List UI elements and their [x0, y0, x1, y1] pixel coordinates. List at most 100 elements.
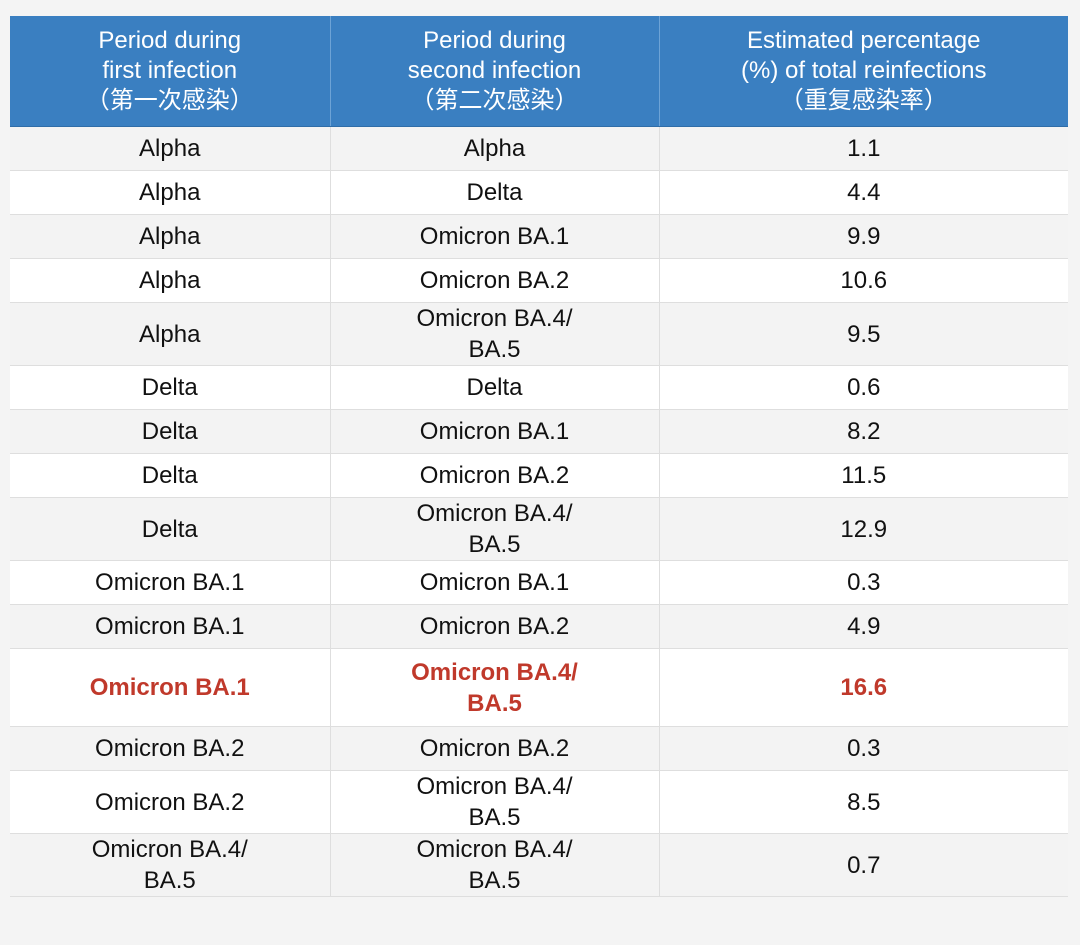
- cell-first-infection: Alpha: [10, 302, 331, 366]
- cell-first-infection: Omicron BA.1: [10, 560, 331, 605]
- table-row: Delta Omicron BA.1 8.2: [10, 409, 1068, 454]
- table-row: Delta Omicron BA.2 11.5: [10, 453, 1068, 498]
- cell-second-infection-text: Omicron BA.1: [419, 569, 570, 596]
- cell-second-infection: Omicron BA.1: [330, 409, 660, 454]
- header-row: Period during first infection （第一次感染） Pe…: [10, 16, 1068, 127]
- cell-first-infection-text: Alpha: [139, 135, 201, 162]
- cell-second-infection-text: Omicron BA.2: [419, 735, 570, 762]
- cell-first-infection: Delta: [10, 497, 331, 561]
- table-body: Alpha Alpha 1.1 Alpha Delta 4.4 Alpha Omicron B…: [10, 126, 1068, 897]
- cell-reinfection-percentage: 0.6: [659, 365, 1068, 410]
- cell-second-infection: Alpha: [330, 126, 660, 171]
- cell-first-infection: Omicron BA.2: [10, 770, 331, 834]
- table-row: Alpha Alpha 1.1: [10, 126, 1068, 171]
- cell-second-infection-text: Omicron BA.4/: [411, 658, 578, 686]
- cell-first-infection-text: Delta: [141, 374, 198, 401]
- cell-first-infection-text: Alpha: [139, 223, 201, 250]
- cell-first-infection-text: BA.5: [143, 867, 196, 894]
- cell-first-infection-text: Omicron BA.2: [95, 788, 245, 816]
- cell-first-infection-text: Alpha: [139, 267, 201, 294]
- cell-second-infection-text: Delta: [466, 179, 523, 206]
- cell-second-infection-text: Omicron BA.1: [419, 418, 570, 445]
- cell-second-infection: Omicron BA.1: [330, 214, 660, 259]
- cell-reinfection-percentage: 12.9: [659, 497, 1068, 561]
- cell-second-infection-text: Omicron BA.1: [419, 223, 570, 250]
- header-first-line-3: （第一次感染）: [85, 87, 254, 114]
- cell-second-infection: Omicron BA.2: [330, 726, 660, 771]
- cell-reinfection-percentage: 16.6: [659, 648, 1068, 727]
- cell-second-infection-text: BA.5: [468, 531, 521, 558]
- header-second-line-2: second infection: [407, 57, 582, 84]
- table-row: Delta Delta 0.6: [10, 365, 1068, 410]
- cell-reinfection-percentage: 0.7: [659, 833, 1068, 897]
- cell-second-infection: Omicron BA.2: [330, 258, 660, 303]
- cell-second-infection-text: Omicron BA.2: [419, 267, 570, 294]
- cell-first-infection-text: Delta: [141, 515, 198, 543]
- cell-second-infection-text: Omicron BA.4/: [416, 836, 573, 863]
- cell-second-infection-text: Omicron BA.4/: [416, 500, 573, 527]
- header-reinfection-percentage: Estimated percentage (%) of total reinfe…: [659, 16, 1068, 127]
- cell-second-infection: Omicron BA.4/BA.5: [330, 833, 660, 897]
- table-row: Alpha Delta 4.4: [10, 170, 1068, 215]
- cell-first-infection: Omicron BA.2: [10, 726, 331, 771]
- header-first-line-2: first infection: [102, 57, 238, 84]
- header-first-line-1: Period during: [98, 27, 242, 54]
- cell-second-infection: Omicron BA.4/BA.5: [330, 648, 660, 727]
- cell-second-infection-text: BA.5: [468, 804, 521, 831]
- cell-reinfection-percentage: 1.1: [659, 126, 1068, 171]
- cell-second-infection: Omicron BA.4/BA.5: [330, 302, 660, 366]
- cell-first-infection-text: Omicron BA.1: [95, 613, 245, 640]
- cell-second-infection-text: Omicron BA.4/: [416, 305, 573, 332]
- cell-first-infection-text: Delta: [141, 418, 198, 445]
- cell-reinfection-percentage: 9.5: [659, 302, 1068, 366]
- cell-first-infection-text: Omicron BA.1: [89, 674, 250, 701]
- cell-first-infection-text: Alpha: [139, 179, 201, 206]
- cell-second-infection-text: BA.5: [468, 867, 521, 894]
- cell-reinfection-percentage: 11.5: [659, 453, 1068, 498]
- cell-second-infection-text: Delta: [466, 374, 523, 401]
- cell-second-infection: Delta: [330, 365, 660, 410]
- table-row: Omicron BA.1 Omicron BA.1 0.3: [10, 560, 1068, 605]
- cell-second-infection: Omicron BA.1: [330, 560, 660, 605]
- cell-first-infection: Delta: [10, 365, 331, 410]
- cell-first-infection: Alpha: [10, 126, 331, 171]
- table-row: Omicron BA.2 Omicron BA.4/BA.5 8.5: [10, 770, 1068, 834]
- cell-reinfection-percentage: 4.9: [659, 604, 1068, 649]
- table-header: Period during first infection （第一次感染） Pe…: [10, 16, 1068, 127]
- table-row-highlighted: Omicron BA.1 Omicron BA.4/BA.5 16.6: [10, 648, 1068, 727]
- header-pct-line-3: （重复感染率）: [779, 87, 948, 114]
- header-second-line-1: Period during: [423, 27, 566, 54]
- cell-reinfection-percentage: 9.9: [659, 214, 1068, 259]
- table-row: Omicron BA.2 Omicron BA.2 0.3: [10, 726, 1068, 771]
- cell-second-infection: Delta: [330, 170, 660, 215]
- table-row: Omicron BA.1 Omicron BA.2 4.9: [10, 604, 1068, 649]
- cell-second-infection: Omicron BA.2: [330, 604, 660, 649]
- cell-second-infection-text: Omicron BA.2: [419, 613, 570, 640]
- reinfection-table: Period during first infection （第一次感染） Pe…: [10, 16, 1068, 897]
- cell-first-infection: Alpha: [10, 170, 331, 215]
- cell-reinfection-percentage: 0.3: [659, 560, 1068, 605]
- table-row: Alpha Omicron BA.2 10.6: [10, 258, 1068, 303]
- table-row: Omicron BA.4/BA.5 Omicron BA.4/BA.5 0.7: [10, 833, 1068, 897]
- cell-second-infection-text: BA.5: [468, 336, 521, 363]
- cell-first-infection-text: Omicron BA.4/: [91, 836, 248, 863]
- cell-second-infection-text: Alpha: [463, 135, 526, 162]
- header-second-line-3: （第二次感染）: [410, 87, 579, 114]
- cell-reinfection-percentage: 8.2: [659, 409, 1068, 454]
- cell-first-infection: Omicron BA.4/BA.5: [10, 833, 331, 897]
- cell-second-infection-text: Omicron BA.4/: [416, 773, 573, 800]
- cell-reinfection-percentage: 10.6: [659, 258, 1068, 303]
- cell-reinfection-percentage: 8.5: [659, 770, 1068, 834]
- cell-first-infection: Alpha: [10, 258, 331, 303]
- header-pct-line-2: (%) of total reinfections: [741, 57, 987, 84]
- header-first-infection: Period during first infection （第一次感染）: [10, 16, 331, 127]
- header-pct-line-1: Estimated percentage: [747, 27, 981, 54]
- table-row: Alpha Omicron BA.1 9.9: [10, 214, 1068, 259]
- cell-first-infection: Alpha: [10, 214, 331, 259]
- cell-second-infection-text: BA.5: [467, 689, 522, 717]
- cell-first-infection: Delta: [10, 453, 331, 498]
- cell-reinfection-percentage: 4.4: [659, 170, 1068, 215]
- cell-first-infection: Omicron BA.1: [10, 648, 331, 727]
- cell-first-infection-text: Alpha: [139, 320, 201, 348]
